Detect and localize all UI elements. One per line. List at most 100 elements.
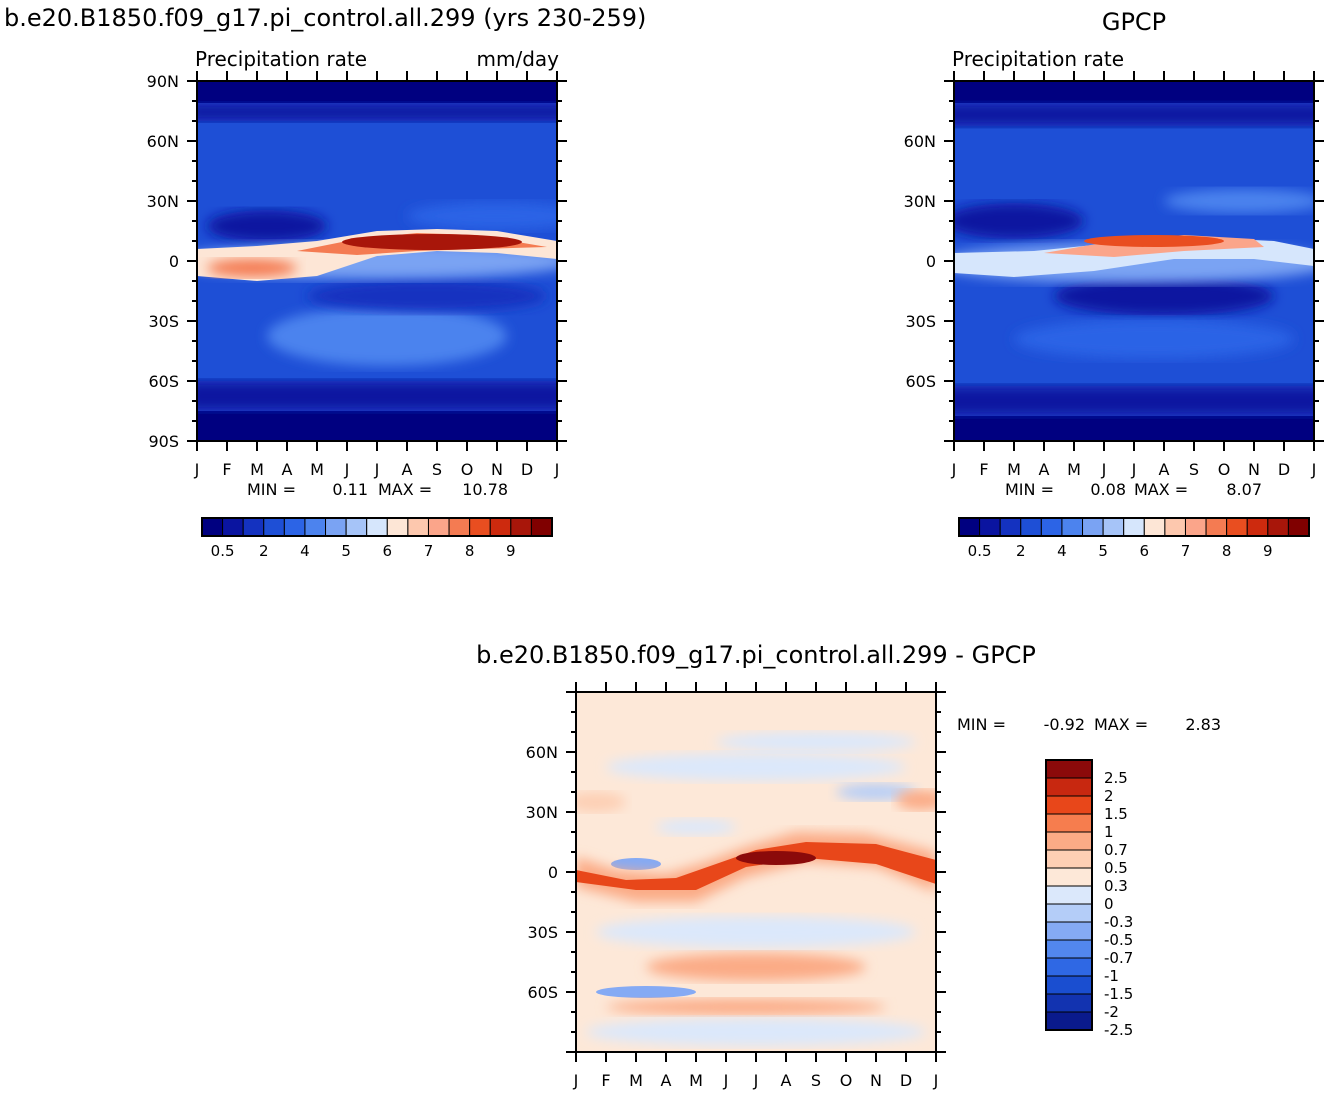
y-tick-label: 90N xyxy=(147,72,179,91)
model-units-label: mm/day xyxy=(477,47,560,71)
obs-colorbar: 0.5 2 4 5 6 7 8 9 xyxy=(958,517,1310,560)
y-tick-label: 30N xyxy=(526,803,558,822)
model-sh-subtropic-dry xyxy=(307,280,547,312)
colorbar-box xyxy=(325,517,347,537)
x-tick-label: N xyxy=(1248,460,1260,479)
x-tick-label: A xyxy=(402,460,413,479)
colorbar-box xyxy=(1205,517,1228,537)
x-tick-label: F xyxy=(979,460,988,479)
diff-min-value: -0.92 xyxy=(1044,715,1085,734)
model-min-label: MIN = xyxy=(247,480,296,499)
obs-panel-title: GPCP xyxy=(1102,8,1166,36)
diff-itcz-core xyxy=(736,851,816,865)
obs-variable-label: Precipitation rate xyxy=(952,47,1124,71)
x-tick-label: A xyxy=(282,460,293,479)
colorbar-box xyxy=(304,517,327,537)
x-tick-label: O xyxy=(461,460,474,479)
colorbar-tick-label: 0.5 xyxy=(968,542,992,560)
obs-arctic-band xyxy=(954,81,1314,103)
diff-sh-pos-2 xyxy=(606,999,886,1015)
model-heatmap xyxy=(197,81,557,441)
colorbar-box xyxy=(1061,517,1084,537)
model-nh-subtropic-dry xyxy=(207,210,327,242)
y-tick-label: 0 xyxy=(548,863,558,882)
model-sh-itcz-branch xyxy=(207,259,297,277)
diff-max-label: MAX = xyxy=(1094,715,1148,734)
x-tick-label: M xyxy=(310,460,324,479)
model-high-lat-n-band xyxy=(197,103,557,121)
colorbar-box xyxy=(345,517,368,537)
y-tick-label: 0 xyxy=(926,252,936,271)
colorbar-tick-label: -0.5 xyxy=(1104,931,1133,949)
model-max-label: MAX = xyxy=(378,480,432,499)
colorbar-box xyxy=(366,517,388,537)
colorbar-box xyxy=(469,517,491,537)
model-high-lat-s-band xyxy=(197,381,557,411)
obs-minmax: MIN = 0.08 MAX = 8.07 xyxy=(1005,480,1262,499)
colorbar-box xyxy=(1102,517,1125,537)
diff-colorbar: 2.521.510.70.50.30-0.3-0.5-0.7-1-1.5-2-2… xyxy=(1045,759,1133,1039)
x-tick-label: S xyxy=(811,1071,821,1090)
x-tick-label: F xyxy=(601,1071,610,1090)
colorbar-tick-label: -1 xyxy=(1104,967,1119,985)
colorbar-frame xyxy=(958,517,1310,537)
diff-max-value: 2.83 xyxy=(1185,715,1221,734)
colorbar-box xyxy=(489,517,512,537)
x-tick-label: S xyxy=(432,460,442,479)
obs-max-value: 8.07 xyxy=(1226,480,1262,499)
diff-min-label: MIN = xyxy=(957,715,1006,734)
diff-sh-neg-1 xyxy=(596,916,916,948)
x-tick-label: J xyxy=(933,1071,939,1090)
colorbar-box xyxy=(979,517,1001,537)
obs-min-label: MIN = xyxy=(1005,480,1054,499)
x-tick-label: M xyxy=(689,1071,703,1090)
obs-min-value: 0.08 xyxy=(1090,480,1126,499)
colorbar-box xyxy=(1045,939,1093,959)
colorbar-tick-label: -0.3 xyxy=(1104,913,1133,931)
colorbar-box xyxy=(1082,517,1104,537)
colorbar-box xyxy=(1045,993,1093,1013)
x-tick-label: M xyxy=(250,460,264,479)
colorbar-tick-label: 2 xyxy=(1104,787,1114,805)
colorbar-box xyxy=(1045,831,1093,851)
x-tick-label: A xyxy=(1039,460,1050,479)
y-tick-label: 60S xyxy=(148,372,179,391)
x-tick-label: M xyxy=(629,1071,643,1090)
obs-high-lat-n-band xyxy=(954,103,1314,126)
colorbar-box xyxy=(201,517,224,537)
model-nh-storm-track xyxy=(407,202,557,230)
colorbar-box xyxy=(958,517,981,537)
obs-max-label: MAX = xyxy=(1134,480,1188,499)
colorbar-box xyxy=(1045,975,1093,995)
x-tick-label: S xyxy=(1189,460,1199,479)
model-min-value: 0.11 xyxy=(332,480,368,499)
model-itcz-core xyxy=(342,234,522,250)
x-tick-label: A xyxy=(781,1071,792,1090)
colorbar-tick-label: 2.5 xyxy=(1104,769,1128,787)
diff-sh-pos-1 xyxy=(646,953,866,981)
obs-high-lat-s-band xyxy=(954,386,1314,416)
obs-antarctic-band xyxy=(954,416,1314,441)
obs-heatmap xyxy=(954,81,1314,441)
colorbar-box xyxy=(1045,849,1093,869)
colorbar-tick-label: 9 xyxy=(506,542,516,560)
model-antarctic-band xyxy=(197,411,557,441)
x-tick-label: N xyxy=(491,460,503,479)
colorbar-tick-label: 8 xyxy=(1222,542,1232,560)
colorbar-box xyxy=(1045,795,1093,815)
colorbar-box xyxy=(1226,517,1248,537)
colorbar-tick-label: 0.5 xyxy=(1104,859,1128,877)
y-tick-label: 60S xyxy=(905,372,936,391)
diff-nh-neg-3 xyxy=(836,784,916,800)
y-tick-label: 60N xyxy=(147,132,179,151)
diff-eq-neg xyxy=(611,858,661,870)
x-tick-label: F xyxy=(222,460,231,479)
y-tick-label: 60N xyxy=(904,132,936,151)
colorbar-box xyxy=(1020,517,1042,537)
x-tick-label: J xyxy=(554,460,560,479)
x-tick-label: M xyxy=(1067,460,1081,479)
colorbar-frame xyxy=(201,517,553,537)
colorbar-tick-label: 8 xyxy=(465,542,475,560)
